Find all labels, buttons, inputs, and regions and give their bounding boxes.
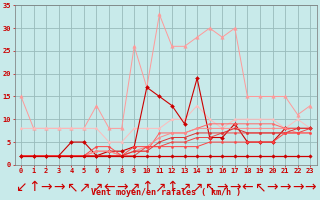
X-axis label: Vent moyen/en rafales ( km/h ): Vent moyen/en rafales ( km/h ): [91, 188, 241, 197]
